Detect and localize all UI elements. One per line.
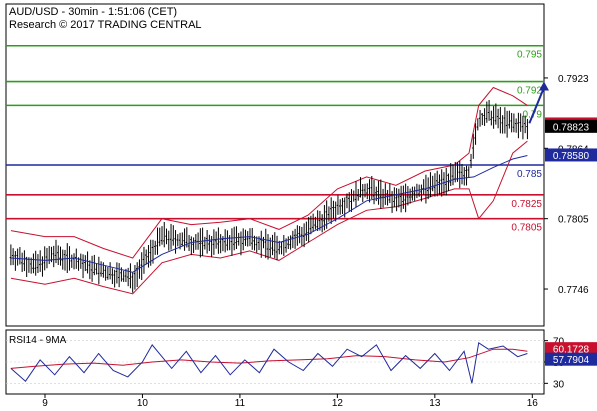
- rsi-y-tick-label-2: 30: [553, 379, 565, 390]
- rsi-ma-line: [10, 348, 528, 369]
- rsi-badge-1: [545, 352, 597, 366]
- x-axis: 9 10 11 12 13 16: [42, 394, 538, 409]
- rsi-badge-0: [545, 342, 597, 356]
- rsi-line: [10, 341, 528, 384]
- upper-band-line: [10, 86, 528, 259]
- price-badge-label-1: 0.78823: [553, 122, 590, 133]
- level-label-1: 0.792: [517, 86, 542, 97]
- rsi-badge-label-1: 57.7904: [553, 355, 590, 366]
- rsi-badge-label-0: 60.1728: [553, 345, 590, 356]
- price-badge-1: [545, 119, 597, 133]
- level-label-0: 0.795: [517, 50, 542, 61]
- chart-title: AUD/USD - 30min - 1:51:06 (CET): [9, 6, 177, 18]
- price-y-tick-label-2: 0.7805: [558, 215, 589, 226]
- price-y-tick-label-3: 0.7746: [558, 285, 589, 296]
- level-label-5: 0.7805: [511, 223, 542, 234]
- x-tick-label-2: 11: [235, 398, 246, 409]
- price-badge-label-2: 0.78580: [553, 151, 590, 162]
- forecast-arrow-shaft: [528, 87, 545, 124]
- forecast-arrow-group: [528, 81, 549, 124]
- x-tick-label-4: 13: [429, 398, 441, 409]
- x-tick-label-1: 10: [137, 398, 149, 409]
- lower-band-line: [10, 140, 528, 295]
- rsi-title: RSI14 - 9MA: [9, 335, 67, 346]
- moving-average: [10, 155, 528, 273]
- rsi-lines: [6, 340, 544, 384]
- price-badge-2: [545, 148, 597, 162]
- level-label-4: 0.7825: [511, 199, 542, 210]
- x-tick-label-3: 12: [332, 398, 344, 409]
- price-y-tick-label-0: 0.7923: [558, 74, 589, 85]
- moving-average-line: [10, 155, 528, 273]
- x-tick-label-0: 9: [42, 398, 48, 409]
- level-label-3: 0.785: [517, 169, 542, 180]
- chart-subtitle: Research © 2017 TRADING CENTRAL: [9, 19, 202, 31]
- x-tick-label-5: 16: [527, 398, 539, 409]
- bollinger-bands: [10, 86, 528, 295]
- forecast-arrow-head: [539, 81, 549, 91]
- price-candles: [9, 99, 528, 293]
